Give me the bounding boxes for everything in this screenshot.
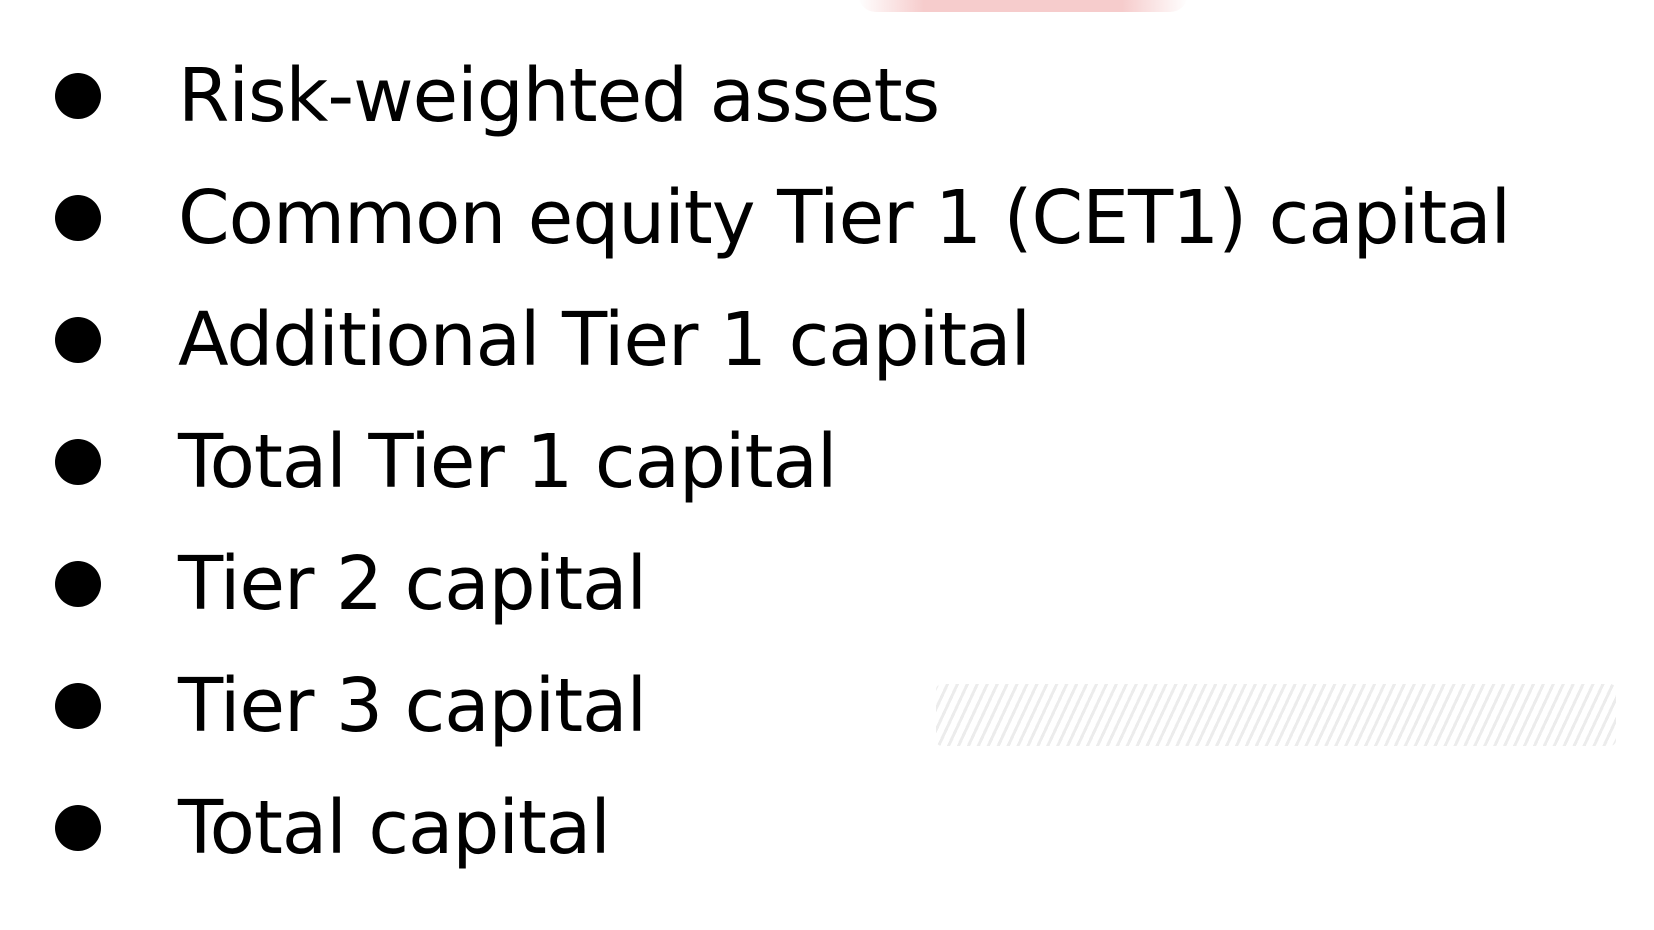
list-item-label: Common equity Tier 1 (CET1) capital [178,175,1511,261]
bullet-icon [55,805,101,851]
top-decoration [858,0,1188,12]
list-item-label: Total capital [178,785,611,871]
list-item-tier2: Tier 2 capital [55,523,1510,645]
bullet-icon [55,195,101,241]
list-item-tier3: Tier 3 capital [55,645,1510,767]
bullet-list: Risk-weighted assets Common equity Tier … [55,35,1511,889]
list-item-label: Tier 3 capital [178,663,647,749]
bullet-icon [55,73,101,119]
list-item-label: Total Tier 1 capital [178,419,837,505]
watermark [936,684,1616,746]
list-item-cet1-capital: Common equity Tier 1 (CET1) capital [55,157,1511,279]
list-item-label: Additional Tier 1 capital [178,297,1031,383]
list-item-risk-weighted-assets: Risk-weighted assets [55,35,1510,157]
list-item-label: Tier 2 capital [178,541,647,627]
list-item-total-tier1: Total Tier 1 capital [55,401,1510,523]
bullet-icon [55,439,101,485]
list-item-label: Risk-weighted assets [178,53,940,139]
bullet-icon [55,683,101,729]
bullet-icon [55,317,101,363]
list-item-additional-tier1: Additional Tier 1 capital [55,279,1510,401]
bullet-icon [55,561,101,607]
list-item-total-capital: Total capital [55,767,1510,889]
